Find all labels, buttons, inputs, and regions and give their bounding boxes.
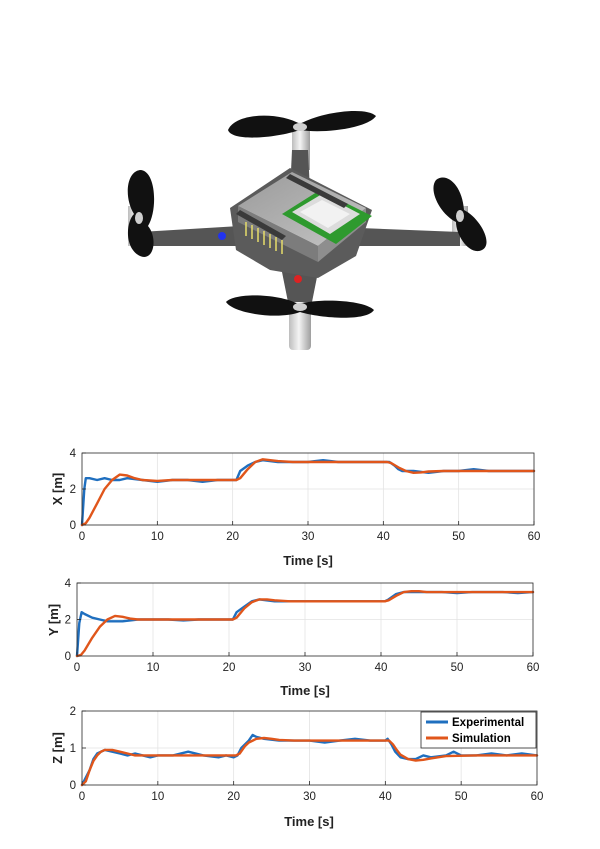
x-tick-label: 60 xyxy=(528,531,541,543)
x-tick-label: 10 xyxy=(151,531,164,543)
x-tick-label: 30 xyxy=(303,791,316,803)
x-tick-label: 30 xyxy=(302,531,315,543)
series-line-simulation xyxy=(80,458,536,527)
x-tick-label: 60 xyxy=(531,791,544,803)
led-blue-icon xyxy=(218,232,226,240)
chart-panel-y: 0 10 20 30 40 50 60 0 2 4 Time [s] Y [m] xyxy=(46,578,539,698)
legend-label-experimental: Experimental xyxy=(452,717,524,729)
series-line-simulation xyxy=(75,590,535,658)
x-tick-label: 50 xyxy=(452,531,465,543)
x-tick-label: 30 xyxy=(299,662,312,674)
x-tick-label: 0 xyxy=(74,662,80,674)
x-tick-label: 20 xyxy=(223,662,236,674)
y-tick-label: 2 xyxy=(65,615,71,627)
y-tick-label: 1 xyxy=(70,743,76,755)
chart-panel-z: 0 10 20 30 40 50 60 0 1 2 Time [s] Z [m] Experime… xyxy=(50,706,543,829)
y-tick-label: 2 xyxy=(70,484,76,496)
x-tick-label: 40 xyxy=(375,662,388,674)
led-red-icon xyxy=(294,275,302,283)
y-tick-label: 2 xyxy=(70,706,76,718)
legend-label-simulation: Simulation xyxy=(452,733,511,745)
x-tick-label: 40 xyxy=(379,791,392,803)
x-tick-label: 50 xyxy=(451,662,464,674)
board-rail-back xyxy=(286,174,348,208)
chart-panel-x: 0 10 20 30 40 50 60 0 2 4 Time [s] X [m] xyxy=(50,448,540,568)
y-tick-label: 4 xyxy=(70,448,77,460)
series-line-simulation xyxy=(80,736,539,787)
x-tick-label: 40 xyxy=(377,531,390,543)
y-axis-label: X [m] xyxy=(50,473,65,506)
expansion-chip-face xyxy=(300,200,350,228)
y-axis-label: Y [m] xyxy=(46,604,61,636)
x-tick-label: 20 xyxy=(227,791,240,803)
x-axis-label: Time [s] xyxy=(284,814,334,829)
propeller-top xyxy=(228,110,376,138)
x-axis-label: Time [s] xyxy=(283,553,333,568)
x-axis-label: Time [s] xyxy=(280,683,330,698)
board-rail-left xyxy=(236,210,286,240)
x-tick-label: 60 xyxy=(527,662,540,674)
quadrotor-drone-illustration xyxy=(127,110,487,350)
x-tick-label: 50 xyxy=(455,791,468,803)
propeller-left xyxy=(127,170,155,257)
header-pins xyxy=(245,222,283,254)
y-axis-label: Z [m] xyxy=(50,732,65,764)
x-tick-label: 10 xyxy=(147,662,160,674)
x-tick-label: 0 xyxy=(79,791,85,803)
y-tick-label: 0 xyxy=(70,520,76,532)
x-tick-label: 20 xyxy=(226,531,239,543)
y-tick-label: 0 xyxy=(65,651,71,663)
y-tick-label: 4 xyxy=(65,578,72,590)
legend: Experimental Simulation xyxy=(420,711,537,749)
x-tick-label: 0 xyxy=(79,531,85,543)
x-tick-label: 10 xyxy=(151,791,164,803)
y-tick-label: 0 xyxy=(70,780,76,792)
propeller-right xyxy=(433,177,487,252)
propeller-bottom xyxy=(226,295,374,318)
legend-box xyxy=(420,711,537,749)
